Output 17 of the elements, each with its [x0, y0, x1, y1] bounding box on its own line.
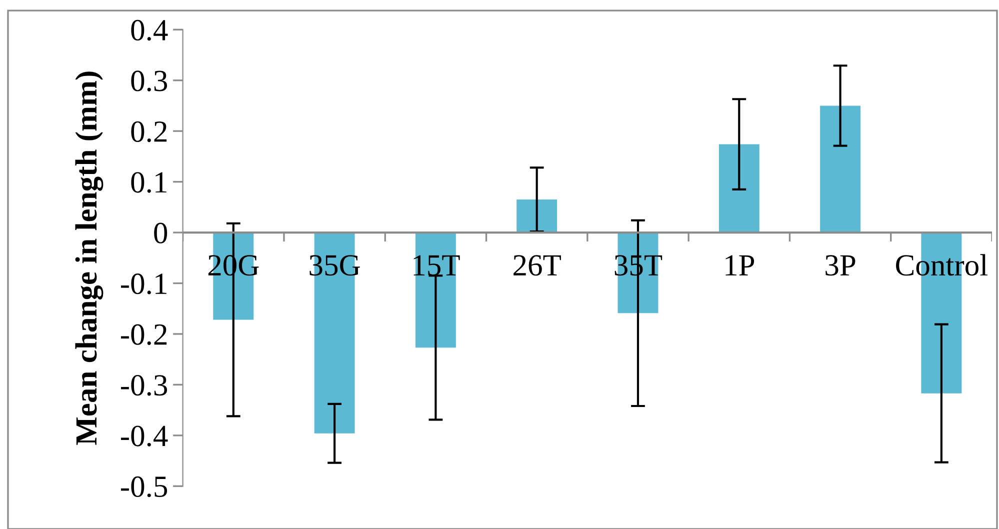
x-tick-label: 26T: [514, 255, 561, 276]
y-tick-label: 0.4: [131, 20, 168, 41]
y-axis-title: Mean change in length (mm): [75, 72, 104, 445]
bar: [820, 106, 861, 233]
y-tick-label: -0.2: [121, 324, 167, 346]
y-tick-label: -0.3: [121, 374, 168, 396]
x-tick-label: 1P: [726, 255, 754, 276]
bar: [516, 200, 558, 233]
y-tick-label: 0: [154, 222, 168, 244]
y-tick-label: -0.4: [121, 426, 168, 446]
y-tick-label: -0.1: [121, 274, 166, 294]
y-tick-label: 0.3: [131, 70, 168, 92]
bar: [718, 144, 760, 233]
y-tick-label: -0.5: [121, 476, 168, 498]
x-tick-label: 3P: [826, 255, 856, 276]
y-tick-label: 0.1: [131, 172, 166, 193]
y-tick-label: 0.2: [131, 121, 167, 142]
